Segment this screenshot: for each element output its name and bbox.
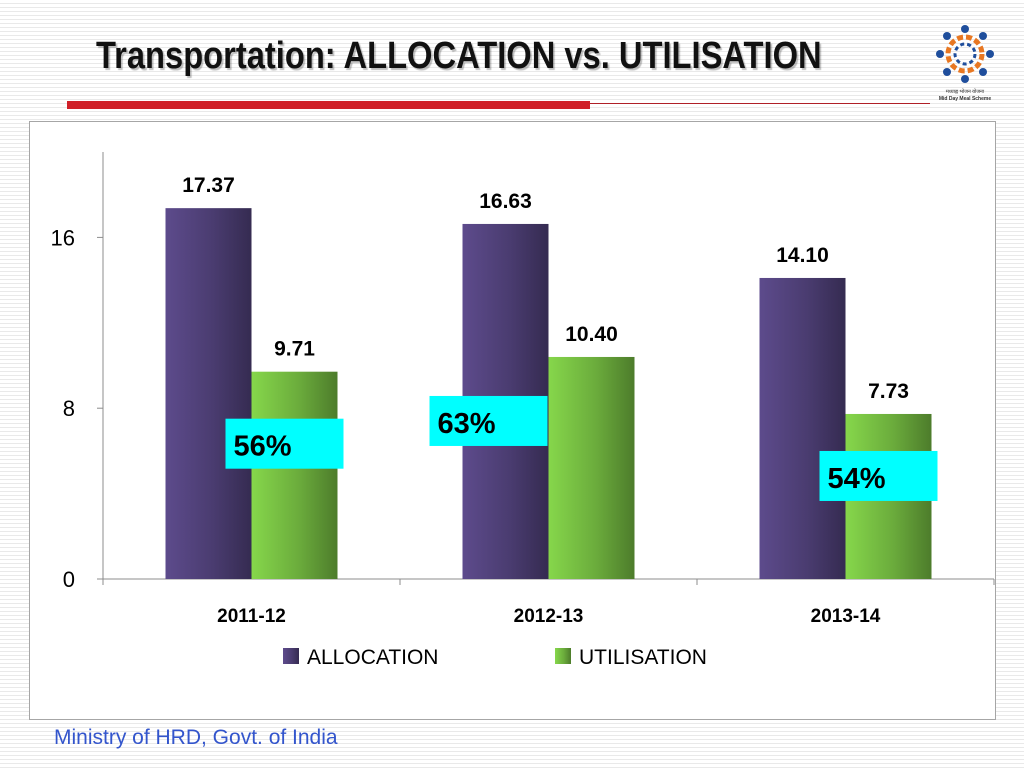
data-label: 17.37 (182, 174, 235, 197)
logo-caption-english: Mid Day Meal Scheme (939, 96, 991, 102)
data-label: 16.63 (479, 190, 532, 213)
x-category-label: 2013-14 (811, 606, 881, 627)
x-category-label: 2011-12 (217, 606, 286, 627)
percent-annotation-box (429, 395, 548, 446)
legend-label-utilisation: UTILISATION (579, 646, 707, 669)
x-category-label: 2012-13 (514, 606, 584, 627)
bar-allocation (759, 277, 846, 579)
percent-annotation-box (819, 450, 938, 501)
y-tick-label: 16 (51, 225, 75, 250)
data-label: 10.40 (565, 323, 618, 346)
legend-swatch-allocation (283, 648, 299, 664)
slide-title: Transportation: ALLOCATION vs. UTILISATI… (96, 35, 822, 77)
data-label: 9.71 (274, 338, 315, 361)
percent-annotation-box (225, 418, 344, 469)
y-tick-label: 8 (63, 396, 75, 421)
title-underline-line (590, 103, 930, 104)
footer-text: Ministry of HRD, Govt. of India (54, 726, 338, 749)
bar-utilisation (548, 356, 635, 579)
percent-annotation-text: 54% (828, 463, 886, 495)
mid-day-meal-logo-icon: मध्याह्न भोजन योजना Mid Day Meal Scheme (936, 25, 994, 102)
data-label: 7.73 (868, 380, 909, 403)
chart-frame: 0 8 16 17.37 9.71 2011-12 16.63 10.40 2012-13 14.… (29, 121, 996, 720)
bar-utilisation (251, 371, 338, 579)
title-underline-bar (67, 101, 590, 109)
legend-swatch-utilisation (555, 648, 571, 664)
logo-ring (936, 25, 994, 83)
data-label: 14.10 (776, 244, 829, 267)
percent-annotation-text: 56% (234, 431, 292, 463)
bar-chart: 0 8 16 17.37 9.71 2011-12 16.63 10.40 2012-13 14.… (51, 152, 995, 669)
y-tick-label: 0 (63, 567, 75, 592)
bar-allocation (165, 208, 252, 579)
percent-annotation-text: 63% (438, 408, 496, 440)
logo-caption-hindi: मध्याह्न भोजन योजना (946, 88, 985, 95)
legend-label-allocation: ALLOCATION (307, 646, 438, 669)
